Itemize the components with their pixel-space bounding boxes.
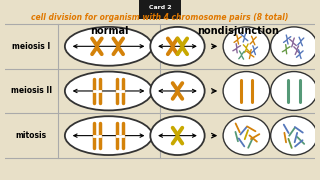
Ellipse shape <box>223 116 270 155</box>
Text: normal: normal <box>90 26 128 36</box>
Ellipse shape <box>150 27 205 66</box>
Ellipse shape <box>150 72 205 110</box>
Text: mitosis: mitosis <box>16 131 47 140</box>
Ellipse shape <box>223 72 270 110</box>
Text: Card 2: Card 2 <box>149 5 171 10</box>
Text: meiosis I: meiosis I <box>12 42 51 51</box>
Text: cell division for organism with 4 chromosome pairs (8 total): cell division for organism with 4 chromo… <box>31 13 289 22</box>
Ellipse shape <box>65 116 152 155</box>
Ellipse shape <box>271 116 317 155</box>
Ellipse shape <box>223 27 270 66</box>
Ellipse shape <box>150 116 205 155</box>
Ellipse shape <box>271 27 317 66</box>
Ellipse shape <box>65 27 152 66</box>
Text: nondisjunction: nondisjunction <box>197 26 279 36</box>
Ellipse shape <box>271 72 317 110</box>
Text: meiosis II: meiosis II <box>11 86 52 95</box>
Ellipse shape <box>65 72 152 110</box>
